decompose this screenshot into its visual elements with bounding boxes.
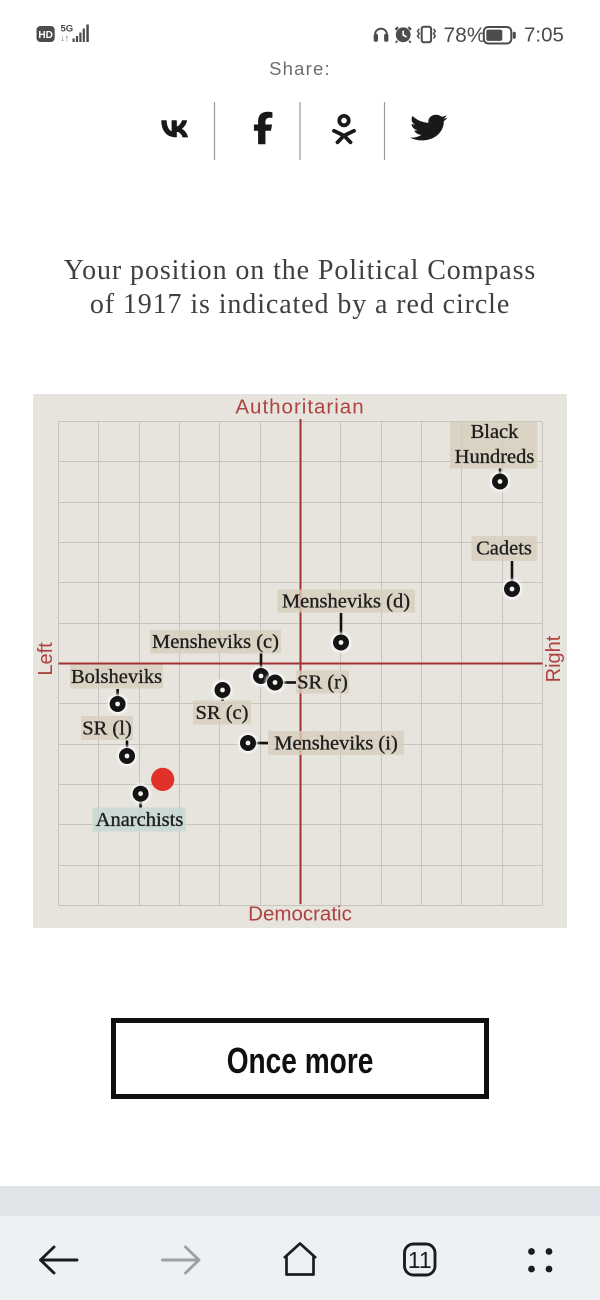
- svg-text:78%: 78%: [444, 24, 486, 47]
- svg-text:Mensheviks (c): Mensheviks (c): [152, 631, 279, 653]
- svg-text:SR (r): SR (r): [297, 672, 348, 694]
- svg-text:Black: Black: [471, 421, 520, 443]
- svg-text:Anarchists: Anarchists: [96, 809, 184, 831]
- svg-text:Bolsheviks: Bolsheviks: [71, 666, 162, 688]
- svg-text:Hundreds: Hundreds: [455, 446, 535, 468]
- svg-text:SR (l): SR (l): [82, 718, 132, 740]
- svg-text:Democratic: Democratic: [248, 903, 352, 926]
- svg-text:Mensheviks (d): Mensheviks (d): [282, 591, 410, 613]
- svg-text:Right: Right: [543, 635, 565, 682]
- svg-text:Left: Left: [35, 642, 57, 676]
- svg-text:Authoritarian: Authoritarian: [235, 396, 364, 419]
- svg-text:Mensheviks (i): Mensheviks (i): [274, 733, 398, 755]
- svg-text:11: 11: [408, 1247, 432, 1273]
- svg-text:Cadets: Cadets: [476, 538, 532, 560]
- svg-text:HD: HD: [38, 30, 52, 41]
- svg-text:↓↑: ↓↑: [61, 33, 70, 43]
- svg-text:SR (c): SR (c): [196, 702, 249, 724]
- svg-text:5G: 5G: [61, 24, 74, 35]
- svg-text:7:05: 7:05: [524, 24, 564, 47]
